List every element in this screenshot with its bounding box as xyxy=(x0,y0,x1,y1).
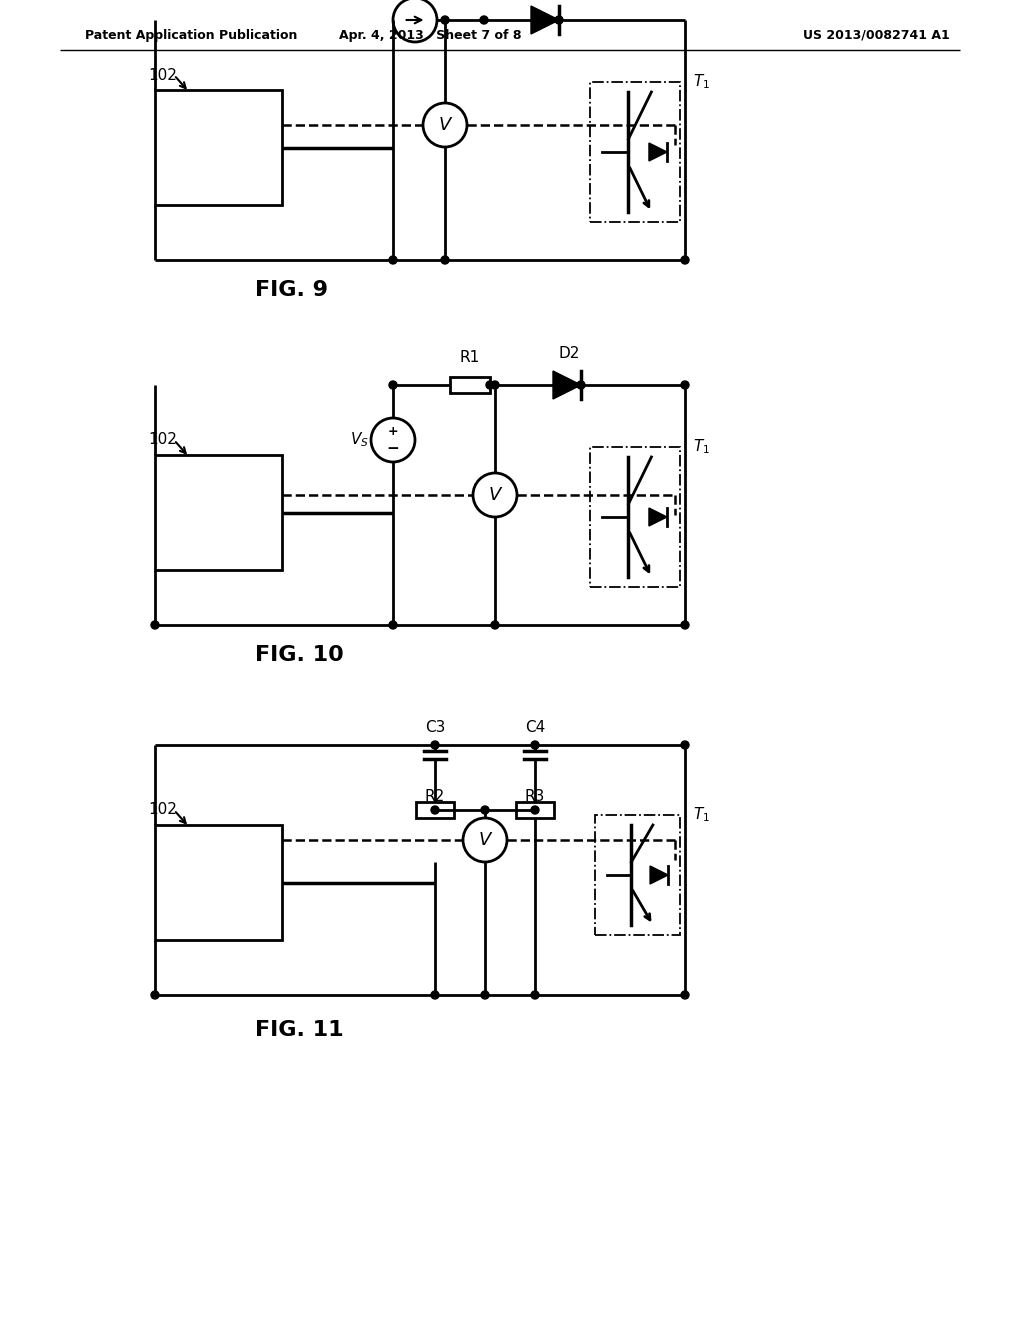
Polygon shape xyxy=(649,508,667,525)
Text: +: + xyxy=(388,425,398,438)
Bar xyxy=(590,447,680,587)
Circle shape xyxy=(531,741,539,748)
Circle shape xyxy=(431,741,439,748)
Bar xyxy=(155,455,282,570)
Circle shape xyxy=(531,991,539,999)
Circle shape xyxy=(490,381,499,389)
Text: Patent Application Publication: Patent Application Publication xyxy=(85,29,297,41)
Polygon shape xyxy=(553,371,581,399)
Text: $T_1$: $T_1$ xyxy=(693,805,710,825)
Circle shape xyxy=(681,741,689,748)
Circle shape xyxy=(490,620,499,630)
Text: $V_S$: $V_S$ xyxy=(349,430,369,449)
Text: $T_1$: $T_1$ xyxy=(693,73,710,91)
Circle shape xyxy=(681,381,689,389)
Circle shape xyxy=(481,991,489,999)
Bar xyxy=(450,378,490,393)
Circle shape xyxy=(480,16,488,24)
Text: C3: C3 xyxy=(425,719,445,735)
Text: 102: 102 xyxy=(148,67,177,82)
Text: R2: R2 xyxy=(425,789,445,804)
Circle shape xyxy=(151,620,159,630)
Bar xyxy=(590,82,680,222)
Text: 102: 102 xyxy=(148,803,177,817)
Text: D2: D2 xyxy=(558,346,580,360)
Text: −: − xyxy=(387,441,399,455)
Polygon shape xyxy=(649,143,667,161)
Bar xyxy=(416,803,454,818)
Circle shape xyxy=(577,381,585,389)
Circle shape xyxy=(681,620,689,630)
Circle shape xyxy=(681,991,689,999)
Text: FIG. 10: FIG. 10 xyxy=(255,645,344,665)
Polygon shape xyxy=(650,866,668,884)
Text: V: V xyxy=(479,832,492,849)
Bar xyxy=(155,825,282,940)
Bar xyxy=(155,90,282,205)
Text: 102: 102 xyxy=(148,433,177,447)
Polygon shape xyxy=(531,7,559,34)
Circle shape xyxy=(681,256,689,264)
Circle shape xyxy=(389,620,397,630)
Text: R1: R1 xyxy=(460,350,480,366)
Circle shape xyxy=(431,991,439,999)
Circle shape xyxy=(531,807,539,814)
Text: FIG. 9: FIG. 9 xyxy=(255,280,328,300)
Circle shape xyxy=(441,16,449,24)
Circle shape xyxy=(481,807,489,814)
Circle shape xyxy=(441,256,449,264)
Text: V: V xyxy=(439,116,452,135)
Text: US 2013/0082741 A1: US 2013/0082741 A1 xyxy=(803,29,950,41)
Text: V: V xyxy=(488,486,501,504)
Text: R3: R3 xyxy=(525,789,545,804)
Text: C4: C4 xyxy=(525,719,545,735)
Circle shape xyxy=(555,16,563,24)
Bar xyxy=(516,803,554,818)
Bar xyxy=(595,814,680,935)
Text: FIG. 11: FIG. 11 xyxy=(255,1020,344,1040)
Text: $T_1$: $T_1$ xyxy=(693,438,710,457)
Text: Apr. 4, 2013 Sheet 7 of 8: Apr. 4, 2013 Sheet 7 of 8 xyxy=(339,29,521,41)
Circle shape xyxy=(431,807,439,814)
Circle shape xyxy=(486,381,494,389)
Circle shape xyxy=(389,381,397,389)
Circle shape xyxy=(389,256,397,264)
Circle shape xyxy=(151,991,159,999)
